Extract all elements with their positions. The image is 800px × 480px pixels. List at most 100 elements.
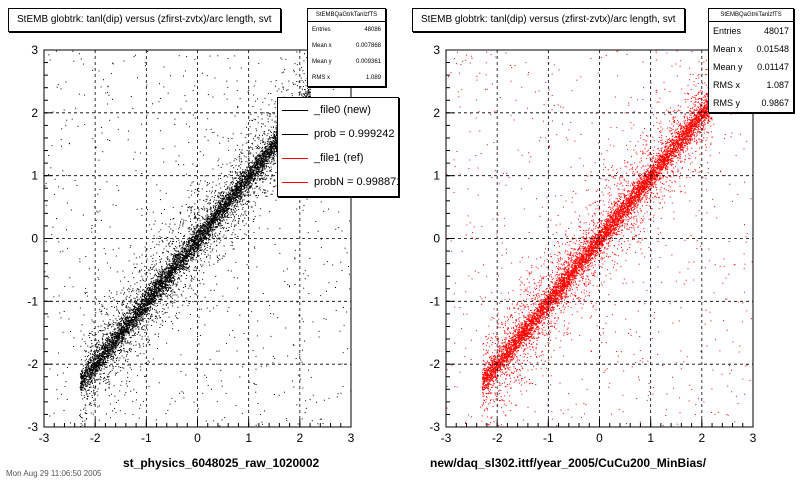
- scatter-point: [260, 166, 261, 168]
- scatter-point: [212, 228, 214, 230]
- scatter-point: [189, 249, 191, 251]
- scatter-point: [227, 215, 228, 217]
- scatter-point: [254, 176, 256, 178]
- scatter-point: [274, 144, 276, 145]
- scatter-point: [187, 261, 189, 263]
- scatter-point: [89, 374, 91, 376]
- scatter-point: [88, 384, 90, 385]
- scatter-point: [222, 200, 223, 202]
- scatter-point: [245, 183, 247, 184]
- scatter-point: [221, 208, 223, 210]
- scatter-point: [150, 289, 152, 291]
- scatter-point: [210, 213, 212, 215]
- scatter-point: [99, 364, 101, 366]
- scatter-point: [232, 191, 234, 193]
- scatter-point: [131, 309, 133, 311]
- scatter-point: [200, 239, 202, 241]
- scatter-point: [207, 230, 209, 232]
- scatter-point: [273, 145, 275, 146]
- scatter-point: [98, 364, 100, 366]
- scatter-point: [109, 343, 111, 345]
- scatter-point: [87, 366, 89, 368]
- scatter-point: [155, 285, 157, 287]
- scatter-point: [134, 307, 136, 309]
- scatter-point: [108, 351, 110, 353]
- scatter-point: [272, 163, 274, 165]
- scatter-point: [144, 300, 146, 302]
- scatter-point: [275, 145, 277, 147]
- scatter-point: [171, 269, 173, 271]
- scatter-point: [237, 182, 238, 184]
- scatter-point: [120, 338, 122, 340]
- scatter-point: [120, 323, 122, 325]
- scatter-point: [203, 233, 205, 235]
- scatter-point: [185, 258, 187, 259]
- scatter-point: [97, 360, 98, 362]
- scatter-point: [96, 363, 98, 365]
- scatter-point: [185, 252, 187, 254]
- scatter-point: [135, 309, 137, 311]
- scatter-point: [197, 238, 199, 240]
- scatter-point: [233, 192, 235, 194]
- scatter-point: [149, 295, 151, 297]
- scatter-point: [192, 234, 194, 236]
- scatter-point: [177, 272, 179, 274]
- scatter-point: [163, 277, 165, 279]
- scatter-point: [145, 287, 146, 288]
- scatter-point: [170, 275, 172, 277]
- scatter-point: [194, 248, 196, 250]
- scatter-point: [129, 325, 130, 327]
- scatter-point: [215, 214, 217, 216]
- scatter-point: [258, 160, 260, 161]
- scatter-point: [86, 366, 88, 368]
- scatter-point: [221, 206, 223, 207]
- scatter-point: [115, 345, 117, 347]
- scatter-point: [136, 322, 138, 324]
- scatter-point: [84, 377, 86, 379]
- scatter-point: [97, 371, 99, 373]
- scatter-point: [134, 306, 136, 308]
- scatter-point: [225, 195, 227, 197]
- scatter-point: [114, 327, 116, 329]
- scatter-point: [177, 266, 179, 268]
- scatter-point: [208, 230, 210, 232]
- scatter-point: [194, 238, 196, 240]
- scatter-point: [177, 259, 179, 261]
- scatter-point: [124, 319, 126, 321]
- scatter-point: [207, 223, 209, 225]
- scatter-point: [88, 370, 90, 372]
- scatter-point: [87, 368, 89, 370]
- scatter-point: [93, 364, 95, 366]
- scatter-point: [187, 253, 189, 255]
- scatter-point: [165, 285, 167, 287]
- scatter-point: [177, 253, 179, 255]
- scatter-point: [237, 181, 239, 183]
- scatter-point: [107, 349, 109, 351]
- scatter-point: [267, 149, 269, 151]
- scatter-point: [193, 226, 195, 228]
- scatter-point: [128, 315, 130, 317]
- scatter-point: [233, 195, 235, 197]
- scatter-point: [88, 362, 89, 364]
- scatter-point: [243, 187, 245, 189]
- scatter-point: [244, 179, 246, 181]
- scatter-point: [117, 333, 119, 334]
- scatter-point: [111, 351, 113, 353]
- scatter-point: [109, 341, 111, 343]
- scatter-point: [206, 242, 208, 244]
- scatter-point: [170, 285, 172, 287]
- scatter-point: [214, 220, 216, 222]
- scatter-point: [83, 388, 85, 390]
- scatter-point: [250, 167, 252, 169]
- scatter-point: [304, 95, 306, 97]
- scatter-point: [171, 266, 173, 268]
- scatter-point: [148, 287, 150, 288]
- scatter-point: [145, 293, 147, 295]
- scatter-point: [168, 281, 170, 283]
- scatter-point: [166, 266, 168, 268]
- scatter-point: [201, 235, 203, 237]
- scatter-point: [308, 91, 310, 93]
- scatter-point: [130, 340, 132, 342]
- scatter-point: [141, 299, 143, 301]
- scatter-point: [232, 181, 234, 183]
